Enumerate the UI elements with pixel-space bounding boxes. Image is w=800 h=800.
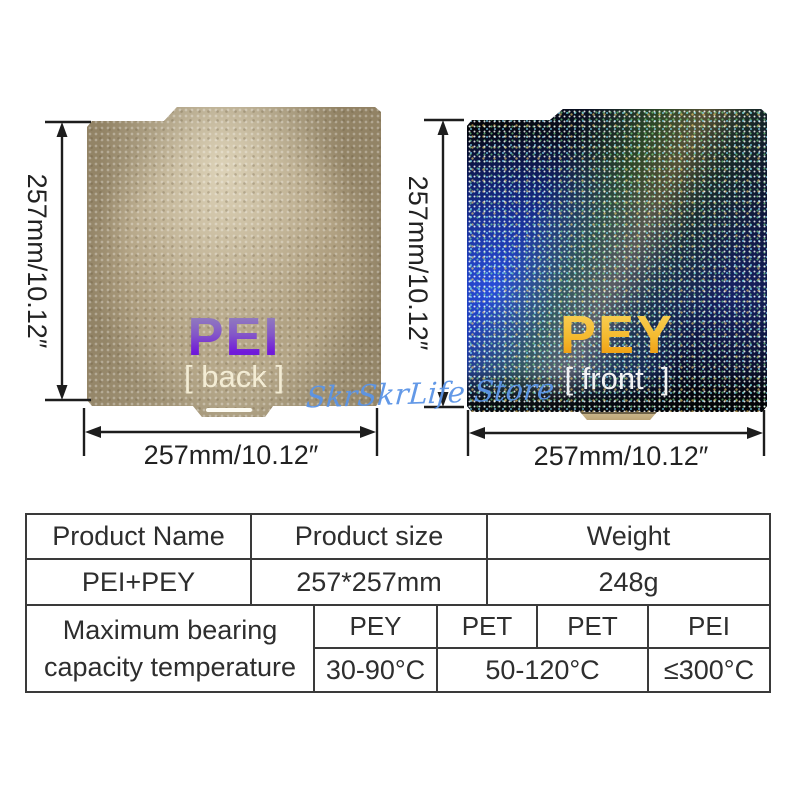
value-weight: 248g <box>488 560 769 606</box>
temp-range-pet: 50-120°C <box>438 649 649 691</box>
pey-height-dimension: 257mm/10.12″ <box>403 118 464 409</box>
temp-range-pey: 30-90°C <box>315 649 438 691</box>
pei-plate-slot <box>206 408 252 412</box>
arrow-up-icon <box>56 122 68 137</box>
pei-height-dimension: 257mm/10.12″ <box>22 120 91 402</box>
pei-plate-side-label: [ back ] <box>184 359 284 394</box>
pei-height-label: 257mm/10.12″ <box>22 174 52 349</box>
pey-height-label: 257mm/10.12″ <box>403 176 433 351</box>
pei-plate-label: PEI <box>87 310 381 364</box>
arrow-right-icon <box>360 426 376 438</box>
arrow-left-icon <box>85 426 101 438</box>
pei-plate-photo: PEI [ back ] <box>87 107 381 417</box>
arrow-right-icon <box>747 427 763 439</box>
pey-plate-label: PEY <box>467 308 767 362</box>
pei-width-label: 257mm/10.12″ <box>144 440 319 470</box>
temp-material-pey: PEY <box>315 606 438 649</box>
spec-table-lower: Maximum bearing capacity temperature PEY… <box>27 606 769 691</box>
dimension-annotations: 257mm/10.12″ 257mm/10.12″ 257mm/10.12″ <box>22 118 766 471</box>
pey-width-label: 257mm/10.12″ <box>534 441 709 471</box>
col-header-product-name: Product Name <box>27 515 252 560</box>
pey-width-dimension: 257mm/10.12″ <box>466 410 766 471</box>
arrow-left-icon <box>469 427 485 439</box>
temp-range-pei: ≤300°C <box>663 654 755 685</box>
col-header-weight: Weight <box>488 515 769 560</box>
value-product-name: PEI+PEY <box>27 560 252 606</box>
pey-plate-bottom-tab <box>580 412 657 420</box>
arrow-down-icon <box>437 392 449 407</box>
arrow-down-icon <box>56 385 68 400</box>
col-header-product-size: Product size <box>252 515 488 560</box>
arrow-up-icon <box>437 120 449 135</box>
spec-table: Product Name Product size Weight PEI+PEY… <box>25 513 771 693</box>
spec-table-upper: Product Name Product size Weight PEI+PEY… <box>27 515 769 606</box>
pey-plate-photo: PEY [ front ] <box>467 109 767 412</box>
pey-plate-side-label: [ front ] <box>564 361 670 396</box>
temp-material-pet-2: PET <box>538 606 649 649</box>
pei-width-dimension: 257mm/10.12″ <box>82 408 379 470</box>
value-product-size: 257*257mm <box>252 560 488 606</box>
temp-material-pet-1: PET <box>438 606 538 649</box>
temp-row-label: Maximum bearing capacity temperature <box>27 606 315 691</box>
store-watermark: SkrSkrLife Store <box>304 371 556 415</box>
temp-material-pei: PEI <box>649 606 769 649</box>
